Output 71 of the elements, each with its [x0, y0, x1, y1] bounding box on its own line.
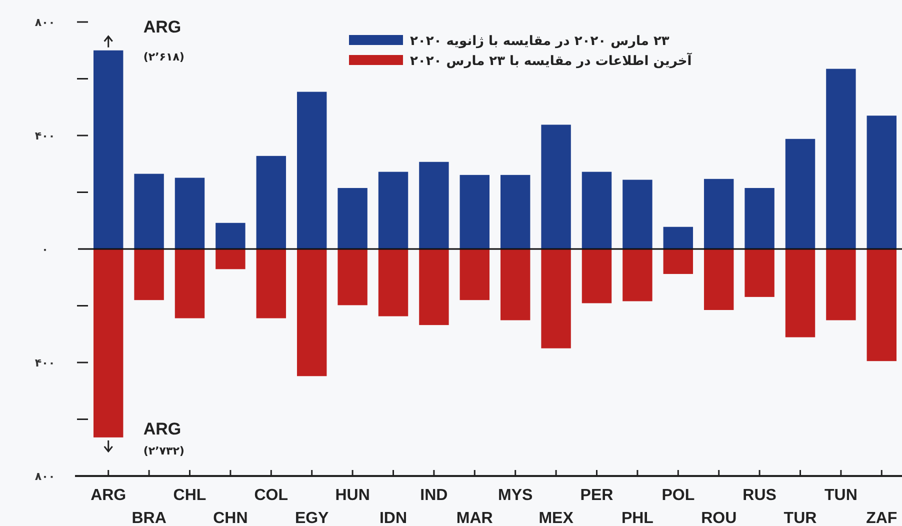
bar — [174, 178, 205, 249]
bar — [541, 249, 571, 348]
bar — [216, 249, 246, 270]
x-tick-label: HUN — [335, 487, 370, 504]
x-tick-label: ROU — [701, 510, 737, 526]
x-tick-label: PER — [580, 487, 614, 504]
bar — [93, 249, 124, 438]
x-tick-label: RUS — [742, 487, 777, 504]
x-tick-label: ARG — [90, 487, 126, 504]
x-tick-label: TUN — [824, 487, 858, 504]
bar — [866, 249, 897, 362]
bar — [663, 226, 694, 249]
bar — [500, 249, 530, 320]
bar — [460, 249, 490, 300]
y-tick-label: ۰ — [42, 244, 48, 256]
bar — [134, 249, 164, 300]
bar — [582, 249, 612, 304]
x-tick-label: IND — [420, 487, 448, 504]
bar — [378, 172, 408, 249]
bar — [378, 249, 408, 316]
x-tick-label: BRA — [132, 510, 167, 526]
y-tick-label: ۸۰۰ — [34, 471, 56, 483]
bar — [338, 249, 368, 306]
bar — [826, 249, 856, 320]
bar — [744, 249, 774, 297]
bar — [866, 116, 897, 249]
bar — [622, 249, 652, 302]
annotation: ARG — [143, 17, 182, 36]
bar — [174, 249, 205, 318]
x-tick-label: TUR — [784, 510, 818, 526]
bar — [93, 50, 124, 249]
x-tick-label: POL — [662, 487, 695, 504]
bar — [419, 249, 449, 326]
bar — [582, 172, 612, 249]
bar — [256, 156, 286, 249]
bar — [744, 188, 774, 249]
bar — [134, 174, 164, 249]
x-tick-label: EGY — [294, 510, 330, 526]
bar — [216, 222, 246, 249]
x-tick-label: PHL — [621, 510, 654, 526]
y-tick-label: ۴۰۰ — [34, 130, 56, 142]
y-tick-label: ۴۰۰ — [34, 358, 56, 370]
bar — [296, 249, 327, 376]
bar — [785, 249, 816, 338]
x-tick-label: MEX — [538, 510, 574, 526]
bar — [460, 174, 490, 249]
bar — [419, 162, 449, 249]
bar — [704, 249, 734, 310]
bar — [622, 180, 652, 249]
bar — [296, 92, 327, 249]
annotation: ARG — [143, 419, 182, 438]
bar — [785, 138, 816, 249]
x-tick-label: CHL — [173, 487, 206, 504]
x-tick-label: MYS — [498, 487, 534, 504]
annotation: (۲٬۶۱۸) — [143, 50, 184, 64]
bar — [256, 249, 286, 318]
x-tick-label: MAR — [456, 510, 494, 526]
bar — [704, 178, 734, 249]
bar — [541, 124, 571, 249]
x-tick-label: CHN — [213, 510, 248, 526]
x-tick-label: IDN — [379, 510, 408, 526]
y-tick-label: ۸۰۰ — [34, 17, 56, 29]
x-tick-label: ZAF — [866, 510, 898, 526]
bar — [338, 188, 368, 249]
legend-label: ۲۳ مارس ۲۰۲۰ در مقایسه با ژانویه ۲۰۲۰ — [410, 34, 670, 49]
x-tick-label: COL — [254, 487, 288, 504]
bar — [663, 249, 694, 274]
bar — [500, 174, 530, 249]
bar — [826, 68, 856, 249]
legend-label: آخرین اطلاعات در مقایسه با ۲۳ مارس ۲۰۲۰ — [410, 52, 692, 69]
annotation: (۲٬۷۳۲) — [143, 444, 184, 458]
